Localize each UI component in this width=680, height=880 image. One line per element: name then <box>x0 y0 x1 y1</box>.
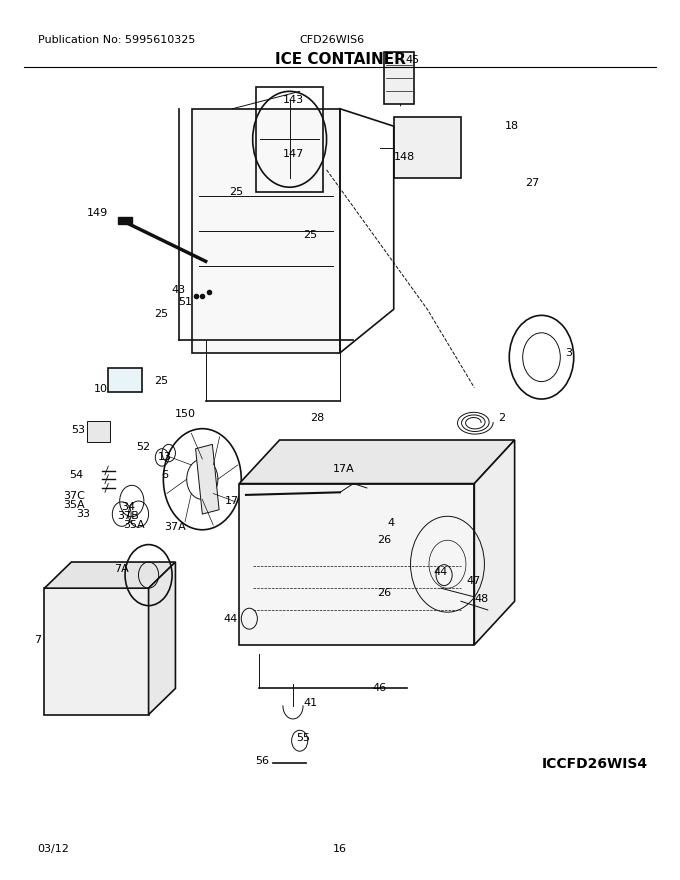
Text: 147: 147 <box>283 149 304 159</box>
FancyBboxPatch shape <box>239 484 475 645</box>
Polygon shape <box>196 444 219 514</box>
FancyBboxPatch shape <box>394 118 461 179</box>
Text: 47: 47 <box>466 576 481 586</box>
Text: 25: 25 <box>154 309 169 319</box>
Text: 16: 16 <box>333 844 347 854</box>
Text: 10: 10 <box>95 385 108 394</box>
Polygon shape <box>239 440 515 484</box>
Text: 52: 52 <box>137 442 150 452</box>
Bar <box>118 216 132 224</box>
Text: 18: 18 <box>505 121 519 131</box>
FancyBboxPatch shape <box>87 421 109 442</box>
Text: ICE CONTAINER: ICE CONTAINER <box>275 52 405 67</box>
Text: 2: 2 <box>498 414 505 423</box>
Text: 56: 56 <box>256 756 269 766</box>
Text: 45: 45 <box>406 55 420 65</box>
Text: 37C: 37C <box>63 491 85 501</box>
FancyBboxPatch shape <box>108 368 142 392</box>
Text: 4: 4 <box>387 517 394 528</box>
Text: 7A: 7A <box>114 564 129 574</box>
Text: 35A: 35A <box>63 501 85 510</box>
Text: 43: 43 <box>171 285 186 295</box>
Text: 7: 7 <box>34 635 41 646</box>
Text: 17: 17 <box>225 496 239 506</box>
Text: 37B: 37B <box>117 510 139 521</box>
Text: 44: 44 <box>433 568 447 577</box>
Text: 149: 149 <box>87 209 108 218</box>
Text: 28: 28 <box>310 414 324 423</box>
Text: 54: 54 <box>69 470 84 480</box>
Polygon shape <box>44 562 175 588</box>
Text: CFD26WIS6: CFD26WIS6 <box>300 34 365 45</box>
Text: ICCFD26WIS4: ICCFD26WIS4 <box>542 757 648 771</box>
Text: 150: 150 <box>175 409 196 419</box>
FancyBboxPatch shape <box>384 52 414 105</box>
Text: Publication No: 5995610325: Publication No: 5995610325 <box>38 34 195 45</box>
Text: 27: 27 <box>525 178 539 187</box>
Text: 41: 41 <box>303 698 317 708</box>
Text: 37A: 37A <box>164 522 186 532</box>
Text: 143: 143 <box>283 95 304 105</box>
Text: 55: 55 <box>296 733 310 743</box>
Text: 25: 25 <box>229 187 243 196</box>
Text: 34: 34 <box>121 502 135 512</box>
FancyBboxPatch shape <box>44 588 148 715</box>
Text: 25: 25 <box>303 231 317 240</box>
Text: 51: 51 <box>178 297 192 307</box>
Text: 35A: 35A <box>124 520 146 531</box>
Text: 17A: 17A <box>333 464 355 473</box>
Polygon shape <box>148 562 175 715</box>
FancyBboxPatch shape <box>192 109 340 353</box>
Text: 25: 25 <box>154 376 169 385</box>
Text: 44: 44 <box>224 613 238 624</box>
Text: 13: 13 <box>158 452 172 462</box>
Polygon shape <box>475 440 515 645</box>
Text: 3: 3 <box>565 348 572 358</box>
Text: 26: 26 <box>377 535 391 546</box>
Text: 6: 6 <box>162 470 169 480</box>
Text: 53: 53 <box>71 424 85 435</box>
Text: 148: 148 <box>394 151 415 162</box>
Text: 48: 48 <box>475 594 489 604</box>
Text: 46: 46 <box>372 684 386 693</box>
Text: 26: 26 <box>377 588 391 598</box>
Text: 33: 33 <box>76 510 90 519</box>
Text: 03/12: 03/12 <box>38 844 69 854</box>
